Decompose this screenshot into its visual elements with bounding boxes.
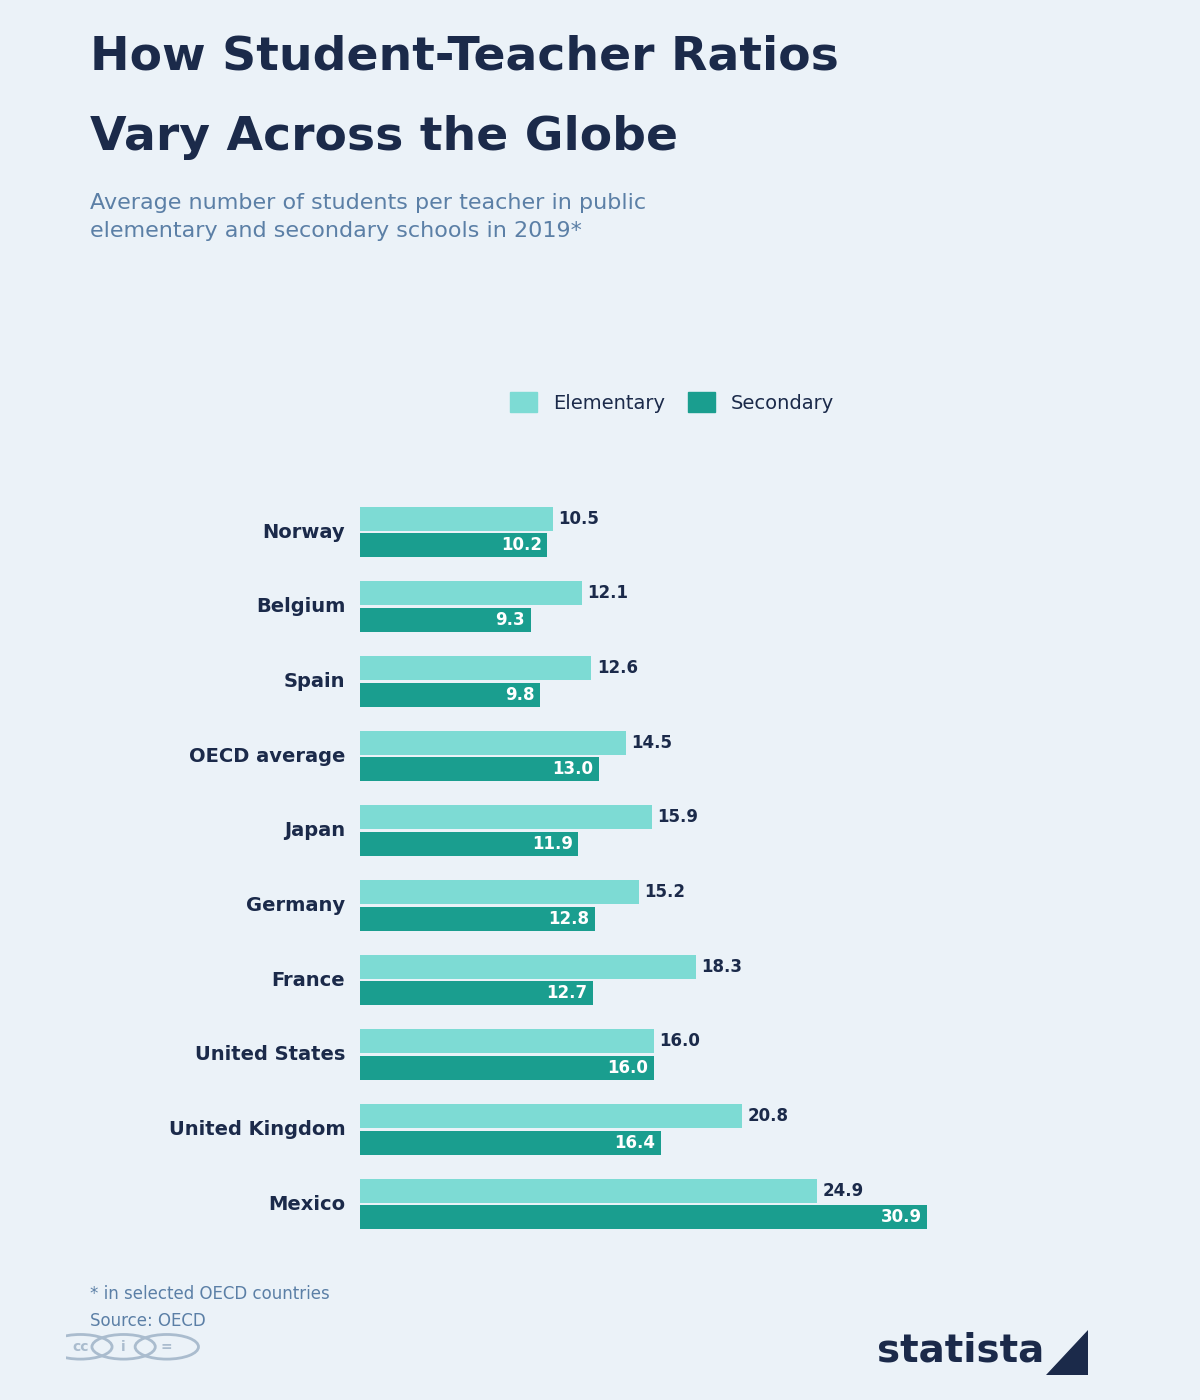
Text: i: i (121, 1340, 126, 1354)
Text: United States: United States (194, 1046, 346, 1064)
Bar (360, 1105, 742, 1128)
Text: Vary Across the Globe: Vary Across the Globe (90, 115, 678, 160)
Text: 20.8: 20.8 (748, 1107, 788, 1124)
Text: 16.4: 16.4 (614, 1134, 655, 1152)
Text: 16.0: 16.0 (607, 1060, 648, 1077)
Bar (360, 832, 578, 855)
Bar (360, 581, 582, 605)
Bar (360, 533, 547, 557)
Text: statista: statista (877, 1331, 1044, 1369)
Text: =: = (161, 1340, 173, 1354)
Text: Germany: Germany (246, 896, 346, 914)
Text: 12.8: 12.8 (548, 910, 589, 928)
Text: Spain: Spain (284, 672, 346, 690)
Text: 13.0: 13.0 (552, 760, 593, 778)
Bar (360, 981, 593, 1005)
Text: 10.5: 10.5 (558, 510, 599, 528)
Text: * in selected OECD countries: * in selected OECD countries (90, 1285, 330, 1303)
Text: Average number of students per teacher in public
elementary and secondary school: Average number of students per teacher i… (90, 193, 646, 241)
Text: Mexico: Mexico (268, 1194, 346, 1214)
Text: 15.9: 15.9 (658, 808, 698, 826)
Text: United Kingdom: United Kingdom (169, 1120, 346, 1138)
Bar (360, 507, 553, 531)
Bar (360, 907, 595, 931)
Bar (360, 731, 626, 755)
Text: 30.9: 30.9 (881, 1208, 922, 1226)
Bar (360, 1179, 817, 1203)
Text: 18.3: 18.3 (701, 958, 743, 976)
Text: 9.3: 9.3 (496, 612, 526, 629)
Bar (360, 1056, 654, 1079)
Bar (360, 657, 592, 680)
Polygon shape (1046, 1330, 1088, 1375)
Bar (360, 955, 696, 979)
Text: 16.0: 16.0 (659, 1032, 700, 1050)
Text: cc: cc (72, 1340, 89, 1354)
Text: Belgium: Belgium (256, 598, 346, 616)
Text: Norway: Norway (263, 522, 346, 542)
Text: 12.1: 12.1 (588, 584, 629, 602)
Text: 9.8: 9.8 (505, 686, 534, 704)
Text: 15.2: 15.2 (644, 883, 685, 900)
Bar (360, 1131, 661, 1155)
Text: OECD average: OECD average (188, 746, 346, 766)
Bar (360, 608, 530, 631)
Legend: Elementary, Secondary: Elementary, Secondary (502, 385, 842, 420)
Bar (360, 683, 540, 707)
Bar (360, 757, 599, 781)
Text: 12.6: 12.6 (596, 659, 637, 676)
Bar (360, 881, 638, 904)
Text: 11.9: 11.9 (532, 836, 572, 853)
Text: 14.5: 14.5 (631, 734, 673, 752)
Text: 10.2: 10.2 (500, 536, 541, 554)
Bar (360, 805, 652, 829)
Text: France: France (271, 970, 346, 990)
Text: How Student-Teacher Ratios: How Student-Teacher Ratios (90, 35, 839, 80)
Text: Source: OECD: Source: OECD (90, 1312, 205, 1330)
Text: 24.9: 24.9 (822, 1182, 864, 1200)
Text: Japan: Japan (284, 822, 346, 840)
Text: 12.7: 12.7 (546, 984, 588, 1002)
Bar (360, 1205, 928, 1229)
Bar (360, 1029, 654, 1053)
